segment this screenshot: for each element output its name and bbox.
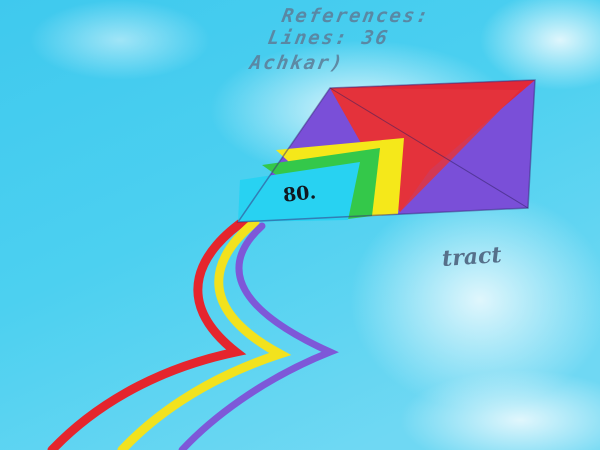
overlay-text-references: References:: [280, 5, 432, 27]
overlay-text-author: Achkar): [248, 52, 347, 74]
overlay-text-lines: Lines: 36: [266, 27, 391, 49]
kite-tail-purple: [178, 222, 339, 450]
cloud: [350, 190, 600, 410]
cloud: [30, 0, 210, 80]
kite-tail-yellow: [117, 217, 292, 450]
cloud: [400, 370, 600, 450]
kite-spar: [329, 87, 529, 209]
kite-label: 80.: [281, 181, 318, 207]
cloud: [480, 0, 600, 90]
overlay-text-tract: tract: [441, 241, 503, 273]
kite-tail-red: [47, 213, 253, 450]
kite-panel-red-lower: [330, 88, 520, 212]
